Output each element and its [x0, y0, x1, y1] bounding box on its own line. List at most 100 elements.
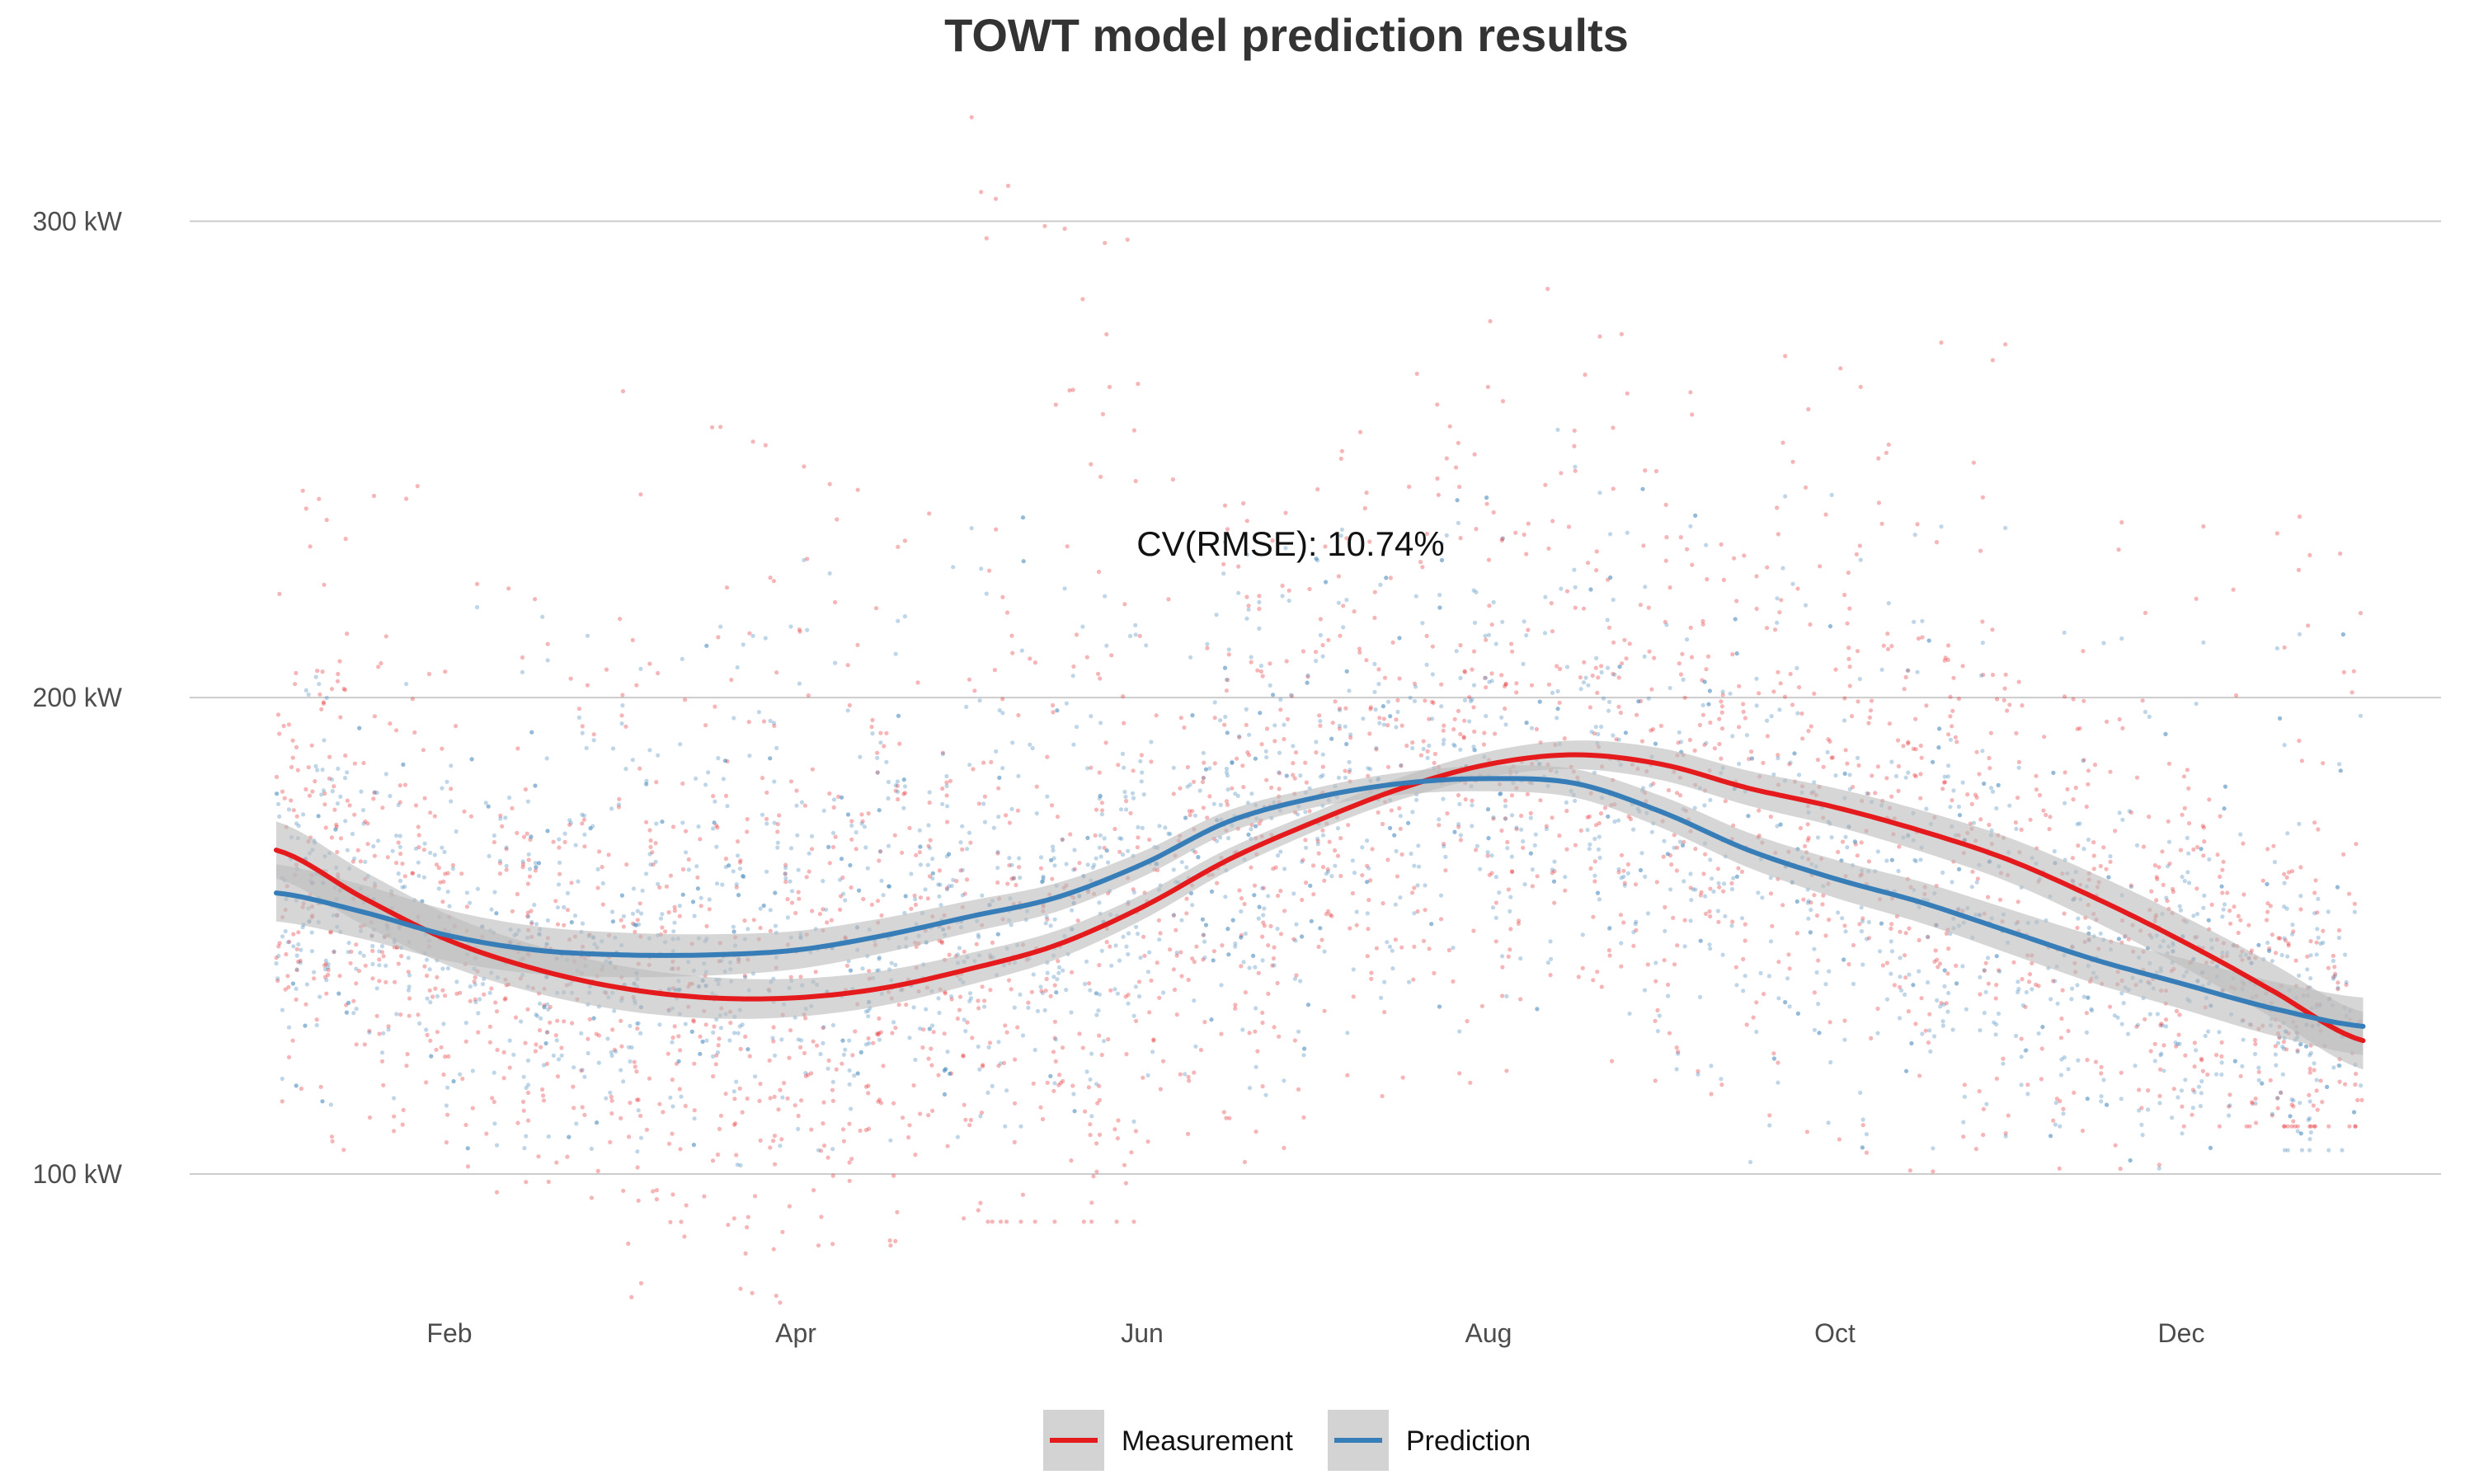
data-point	[1261, 920, 1266, 925]
data-point	[1012, 1139, 1017, 1144]
data-point	[636, 1198, 641, 1203]
data-point	[1154, 713, 1159, 718]
data-point	[2019, 1036, 2024, 1041]
data-point	[2186, 851, 2191, 856]
data-point	[2119, 520, 2124, 525]
data-point	[1214, 613, 1219, 618]
data-point	[827, 481, 832, 486]
data-point	[1842, 923, 1847, 928]
data-point	[1471, 705, 1476, 710]
data-point	[1705, 654, 1711, 659]
data-point	[1898, 929, 1903, 934]
data-point	[351, 1011, 356, 1016]
data-point	[1526, 521, 1531, 526]
data-point	[1954, 740, 1959, 744]
data-point	[2201, 825, 2207, 830]
data-point	[799, 800, 805, 805]
data-point	[1606, 948, 1611, 953]
data-point	[1336, 574, 1341, 579]
data-point	[680, 820, 685, 825]
data-point	[1631, 943, 1636, 948]
data-point	[909, 906, 914, 911]
data-point	[869, 902, 874, 907]
data-point	[772, 1134, 778, 1139]
data-point	[930, 1108, 935, 1113]
data-point	[733, 1121, 738, 1126]
data-point	[1223, 895, 1228, 899]
data-point	[1258, 711, 1263, 716]
data-point	[1291, 744, 1296, 749]
data-point	[1368, 707, 1373, 711]
data-point	[1347, 759, 1352, 765]
data-point	[361, 953, 366, 958]
data-point	[616, 805, 622, 810]
data-point	[2036, 1031, 2041, 1036]
data-point	[402, 782, 408, 787]
data-point	[1586, 683, 1591, 688]
data-point	[2285, 954, 2290, 959]
data-point	[1642, 654, 1647, 660]
data-point	[361, 821, 366, 826]
data-point	[978, 1200, 983, 1205]
data-point	[2157, 1093, 2162, 1098]
data-point	[533, 1049, 539, 1054]
data-point	[1717, 716, 1722, 721]
data-point	[678, 1048, 683, 1053]
data-point	[1526, 627, 1531, 632]
data-point	[449, 799, 454, 804]
data-point	[1326, 909, 1331, 913]
data-point	[354, 966, 359, 971]
data-point	[674, 1061, 680, 1066]
data-point	[1070, 970, 1075, 974]
data-point	[2335, 885, 2340, 890]
data-point	[377, 963, 382, 968]
data-point	[1261, 913, 1266, 918]
data-point	[1253, 1006, 1258, 1011]
data-point	[1456, 822, 1461, 827]
data-point	[1638, 867, 1644, 873]
data-point	[544, 1061, 550, 1066]
data-point	[1625, 871, 1630, 876]
data-point	[1414, 371, 1419, 376]
y-tick-label: 100 kW	[33, 1159, 123, 1189]
data-point	[1335, 853, 1341, 858]
data-point	[1362, 505, 1367, 511]
data-point	[1847, 773, 1852, 777]
data-point	[343, 537, 348, 542]
data-point	[1509, 869, 1514, 874]
data-point	[1004, 1030, 1009, 1035]
data-point	[1994, 1076, 1999, 1081]
data-point	[545, 829, 550, 834]
data-point	[1366, 898, 1371, 903]
data-point	[1903, 975, 1908, 980]
data-point	[1278, 849, 1283, 854]
data-point	[347, 803, 352, 808]
data-point	[501, 1076, 506, 1081]
data-point	[1131, 1119, 1136, 1124]
data-point	[1580, 932, 1585, 937]
data-point	[1072, 1109, 1077, 1114]
data-point	[989, 759, 994, 765]
data-point	[536, 1154, 541, 1159]
data-point	[520, 669, 525, 674]
data-point	[2185, 870, 2190, 875]
data-point	[1252, 893, 1257, 898]
data-point	[1088, 988, 1093, 993]
data-point	[961, 1054, 966, 1059]
data-point	[2308, 1050, 2313, 1055]
data-point	[444, 1140, 449, 1145]
data-point	[1366, 866, 1371, 871]
data-point	[619, 1044, 624, 1049]
data-point	[1884, 776, 1889, 781]
data-point	[1117, 849, 1122, 854]
data-point	[980, 984, 985, 989]
data-point	[835, 517, 840, 522]
data-point	[738, 858, 743, 863]
data-point	[320, 669, 325, 674]
data-point	[522, 1146, 527, 1151]
data-point	[1889, 857, 1894, 862]
data-point	[2253, 1101, 2258, 1106]
data-point	[1530, 867, 1535, 872]
data-point	[2003, 1131, 2008, 1136]
data-point	[1681, 839, 1686, 844]
